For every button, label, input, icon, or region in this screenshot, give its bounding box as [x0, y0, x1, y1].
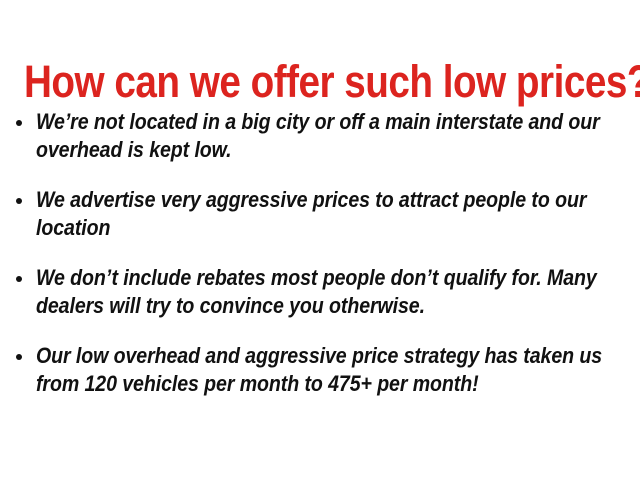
bullet-text: We’re not located in a big city or off a…	[36, 109, 600, 162]
bullet-text: We don’t include rebates most people don…	[36, 265, 597, 318]
bullet-point-icon	[16, 120, 22, 126]
bullet-point-icon	[16, 354, 22, 360]
bullet-list: We’re not located in a big city or off a…	[0, 108, 640, 398]
bullet-text: Our low overhead and aggressive price st…	[36, 343, 603, 396]
list-item: Our low overhead and aggressive price st…	[0, 342, 640, 398]
bullet-text: We advertise very aggressive prices to a…	[36, 187, 587, 240]
list-item: We advertise very aggressive prices to a…	[0, 186, 640, 242]
list-item: We’re not located in a big city or off a…	[0, 108, 640, 164]
page-title: How can we offer such low prices?	[24, 56, 640, 108]
bullet-point-icon	[16, 276, 22, 282]
bullet-point-icon	[16, 198, 22, 204]
list-item: We don’t include rebates most people don…	[0, 264, 640, 320]
